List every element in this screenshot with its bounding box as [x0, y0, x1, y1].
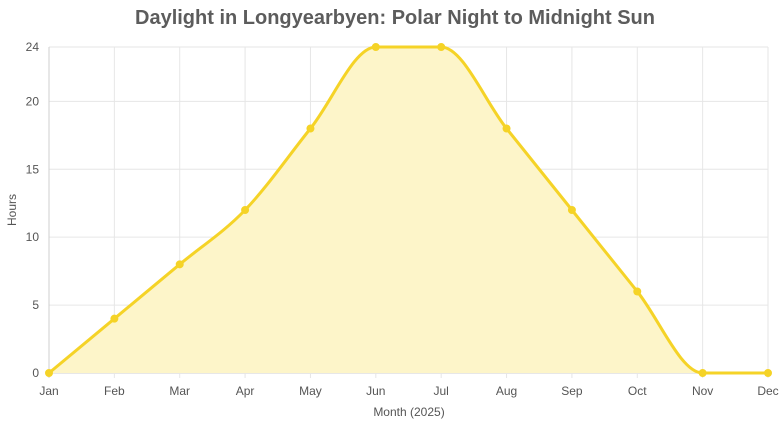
area-layer	[47, 45, 770, 375]
y-tick-15: 15	[26, 162, 40, 176]
x-tick-apr: Apr	[236, 384, 255, 398]
data-point-sep[interactable]	[567, 206, 576, 214]
data-point-may[interactable]	[306, 124, 315, 133]
x-tick-jun: Jun	[366, 384, 385, 398]
data-point-dec[interactable]	[764, 369, 772, 377]
y-axis-label: Hours	[5, 194, 19, 226]
x-tick-feb: Feb	[104, 384, 125, 398]
y-tick-24: 24	[26, 40, 40, 54]
data-point-nov[interactable]	[698, 369, 707, 377]
x-tick-oct: Oct	[628, 384, 647, 398]
x-tick-aug: Aug	[496, 384, 517, 398]
data-point-apr[interactable]	[241, 206, 250, 214]
x-tick-mar: Mar	[169, 384, 190, 398]
y-tick-10: 10	[26, 230, 40, 244]
data-point-jul[interactable]	[437, 43, 446, 51]
x-tick-may: May	[299, 384, 322, 398]
data-point-aug[interactable]	[502, 124, 511, 133]
x-axis-label: Month (2025)	[373, 405, 444, 419]
data-point-feb[interactable]	[110, 314, 119, 323]
x-tick-nov: Nov	[692, 384, 713, 398]
data-points	[45, 43, 772, 377]
y-tick-0: 0	[32, 366, 39, 380]
x-tick-sep: Sep	[561, 384, 583, 398]
x-tick-jul: Jul	[434, 384, 449, 398]
x-tick-labels: Jan Feb Mar Apr May Jun Jul Aug Sep Oct Nov Dec	[39, 384, 778, 398]
x-tick-dec: Dec	[757, 384, 778, 398]
y-tick-labels: 0 5 10 15 20 24	[26, 40, 40, 380]
data-point-jan[interactable]	[45, 369, 53, 377]
x-tick-jan: Jan	[39, 384, 58, 398]
data-point-oct[interactable]	[633, 287, 642, 296]
daylight-area-fill	[49, 47, 768, 373]
data-point-jun[interactable]	[371, 43, 380, 51]
data-point-mar[interactable]	[175, 260, 184, 269]
chart-title: Daylight in Longyearbyen: Polar Night to…	[135, 7, 655, 29]
y-tick-5: 5	[32, 298, 39, 312]
y-tick-20: 20	[26, 94, 40, 108]
